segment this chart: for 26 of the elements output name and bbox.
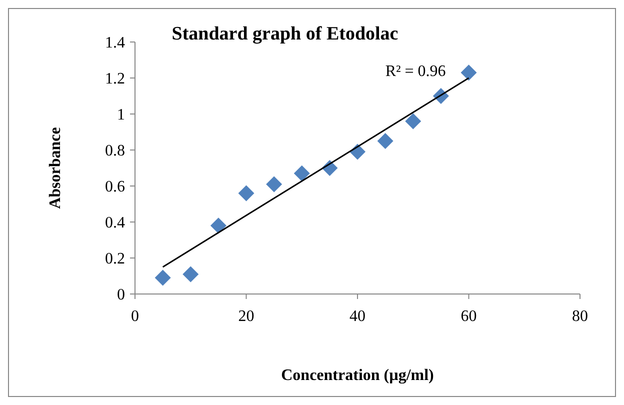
point [238,185,254,202]
y-tick-label: 1.4 [105,34,125,52]
y-tick-label: 1.2 [105,70,125,88]
y-tick-label: 0.4 [105,214,125,232]
y-tick-label: 0.2 [105,250,125,268]
point [294,165,310,182]
y-axis-title: Absorbance [47,127,64,209]
chart-title: Standard graph of Etodolac [172,23,398,44]
point [210,218,226,234]
x-tick-label: 60 [460,308,477,325]
annotation: R² = 0.96 [385,63,446,80]
x-tick-label: 0 [131,308,139,325]
y-tick-label: 1 [117,106,125,124]
point [377,133,394,149]
y-tick-label: 0 [117,286,125,304]
point [460,64,477,81]
point [182,266,199,282]
point [154,270,171,286]
x-tick-label: 80 [572,308,588,325]
x-tick-label: 20 [238,308,254,325]
x-tick-label: 40 [350,308,366,325]
y-tick-label: 0.6 [105,178,125,196]
point [266,176,282,192]
point [405,113,422,130]
y-tick-label: 0.8 [105,142,125,160]
x-axis-title: Concentration (µg/ml) [281,367,434,384]
